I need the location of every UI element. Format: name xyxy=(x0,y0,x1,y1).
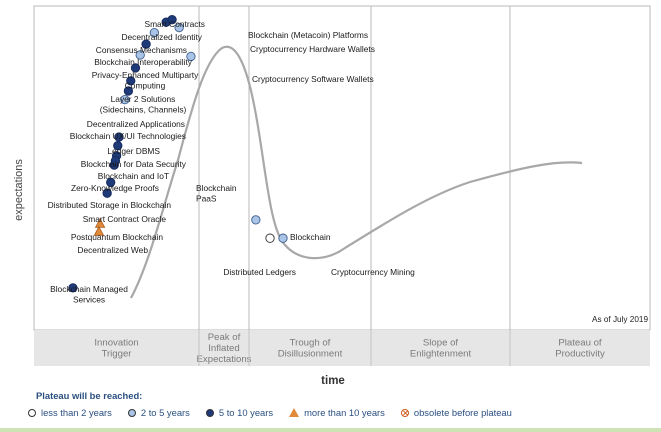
point-label: Smart Contracts xyxy=(144,19,205,29)
data-point-triangle xyxy=(93,225,105,236)
legend-label: less than 2 years xyxy=(41,407,112,418)
legend-item: 2 to 5 years xyxy=(127,407,190,418)
data-point xyxy=(278,233,288,243)
data-point xyxy=(123,86,134,96)
point-label: PaaS xyxy=(196,194,217,204)
phase-label: Slope of xyxy=(423,338,459,349)
data-point xyxy=(265,233,275,243)
point-label: Consensus Mechanisms xyxy=(96,45,187,55)
legend-obsolete-marker xyxy=(400,408,409,417)
data-point xyxy=(174,22,184,33)
phase-label: Disillusionment xyxy=(278,349,343,360)
legend-item: obsolete before plateau xyxy=(400,407,512,418)
legend-circle-marker xyxy=(127,408,136,417)
phase-label: Trigger xyxy=(101,349,132,360)
data-point xyxy=(167,15,177,25)
bottom-divider xyxy=(0,428,661,432)
data-point xyxy=(113,141,123,151)
data-point xyxy=(110,156,121,166)
point-label: Blockchain UX/UI Technologies xyxy=(70,131,186,141)
point-label: Distributed Storage in Blockchain xyxy=(48,200,172,210)
point-label: Blockchain Interoperability xyxy=(94,57,193,67)
data-point xyxy=(106,177,116,188)
phase-label: Peak of xyxy=(208,332,241,343)
point-label: Cryptocurrency Software Wallets xyxy=(252,74,374,84)
point-label: Postquantum Blockchain xyxy=(71,232,164,242)
point-label: Ledger DBMS xyxy=(107,146,160,156)
point-label: Layer 2 Solutions xyxy=(111,94,176,104)
phase-label: Innovation xyxy=(94,338,138,349)
point-label: Services xyxy=(73,295,105,305)
point-label: Blockchain xyxy=(290,232,331,242)
point-label: Smart Contract Oracle xyxy=(83,214,167,224)
point-label: (Sidechains, Channels) xyxy=(100,105,187,115)
data-point xyxy=(186,51,196,62)
phase-label: Expectations xyxy=(197,354,252,365)
legend-label: 5 to 10 years xyxy=(218,407,274,418)
legend-triangle-marker xyxy=(289,408,300,417)
y-axis-label: expectations xyxy=(13,159,25,221)
data-point xyxy=(141,39,151,49)
phase-label: Productivity xyxy=(555,349,605,360)
data-point xyxy=(135,50,145,60)
legend: less than 2 years 2 to 5 years 5 to 10 yea… xyxy=(28,407,512,418)
legend-label: obsolete before plateau xyxy=(413,407,512,418)
point-label: Cryptocurrency Mining xyxy=(331,267,415,277)
point-label: Decentralized Applications xyxy=(87,119,185,129)
point-label: Privacy-Enhanced Multiparty xyxy=(92,70,199,80)
legend-circle-marker xyxy=(28,408,36,417)
x-axis-label: time xyxy=(321,375,345,387)
point-label: Zero-Knowledge Proofs xyxy=(71,183,159,193)
point-label: Blockchain (Metacoin) Platforms xyxy=(248,30,368,40)
point-labels: Smart Contracts Decentralized Identity Con… xyxy=(48,19,415,305)
data-points xyxy=(68,15,288,293)
data-point xyxy=(126,76,136,86)
phase-label: Inflated xyxy=(208,343,239,354)
point-label: Decentralized Web xyxy=(77,245,148,255)
point-label: Blockchain and IoT xyxy=(98,171,169,181)
point-label: Blockchain xyxy=(196,183,237,193)
data-point-triangle xyxy=(94,217,106,228)
point-label: Decentralized Identity xyxy=(121,32,202,42)
legend-item: more than 10 years xyxy=(289,407,385,418)
phase-label: Enlightenment xyxy=(410,349,472,360)
point-label: Blockchain Managed xyxy=(50,284,128,294)
phase-label: Trough of xyxy=(290,338,331,349)
data-point xyxy=(102,188,112,198)
data-point xyxy=(68,283,78,293)
legend-circle-marker xyxy=(205,408,214,417)
legend-item: less than 2 years xyxy=(28,407,112,418)
phase-band-bg xyxy=(34,330,650,366)
hype-curve xyxy=(130,45,583,299)
phase-label: Plateau of xyxy=(558,338,602,349)
data-point xyxy=(251,215,261,225)
data-point xyxy=(130,63,141,73)
point-label: Blockchain for Data Security xyxy=(81,159,187,169)
data-point xyxy=(120,94,130,105)
point-label: Computing xyxy=(125,81,166,91)
legend-item: 5 to 10 years xyxy=(205,407,274,418)
legend-label: more than 10 years xyxy=(304,407,385,418)
legend-label: 2 to 5 years xyxy=(140,407,190,418)
as-of-note: As of July 2019 xyxy=(592,315,648,324)
legend-title: Plateau will be reached: xyxy=(36,390,143,401)
data-point xyxy=(149,27,160,38)
point-label: Cryptocurrency Hardware Wallets xyxy=(250,44,375,54)
point-label: Distributed Ledgers xyxy=(223,267,296,277)
